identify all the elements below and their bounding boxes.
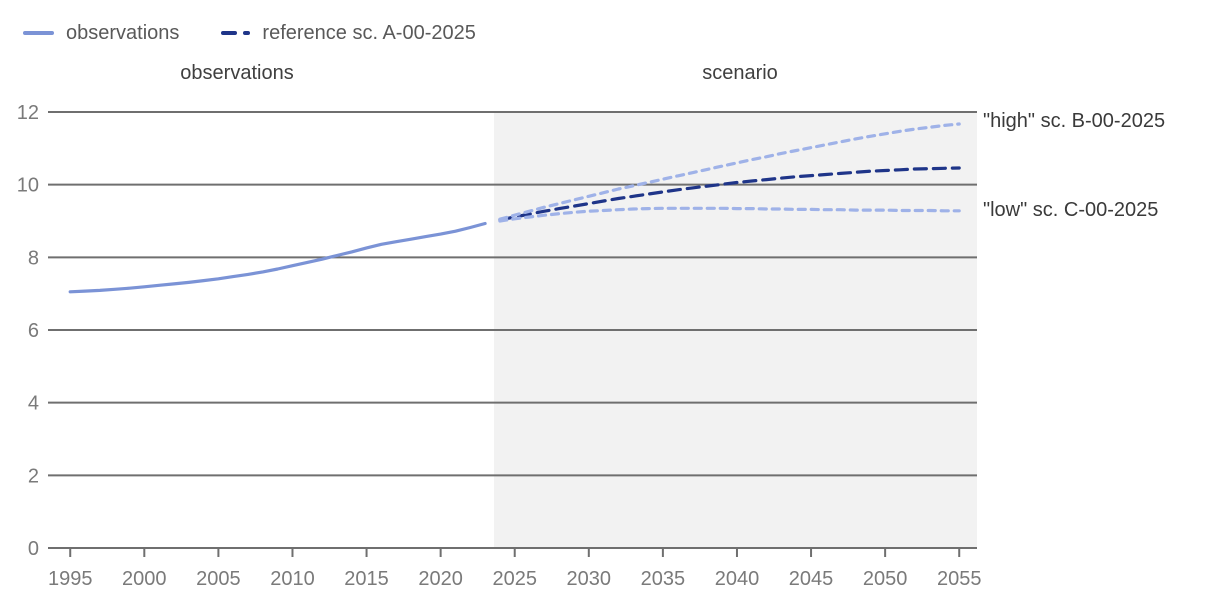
- series-reference-sc-a-00-2025: [498, 166, 961, 222]
- series-observations: [68, 221, 487, 294]
- legend-item-observations: observations: [23, 21, 179, 45]
- annotation-low-scenario: "low" sc. C-00-2025: [983, 199, 1159, 221]
- legend-item-reference: reference sc. A-00-2025: [221, 21, 476, 45]
- x-tick-label: 2040: [715, 568, 760, 590]
- x-tick-label: 2030: [567, 568, 612, 590]
- x-tick-label: 2010: [270, 568, 315, 590]
- series--low-sc-c-00-2025: [498, 206, 961, 223]
- x-tick-label: 2025: [492, 568, 537, 590]
- legend-label-observations: observations: [66, 21, 180, 44]
- x-tick-label: 1995: [48, 568, 93, 590]
- y-tick-label: 4: [28, 393, 39, 415]
- dash-segment: [243, 30, 251, 36]
- x-tick-label: 2005: [196, 568, 241, 590]
- x-tick-label: 2045: [789, 568, 834, 590]
- dashed-line-swatch-icon: [221, 30, 251, 36]
- x-tick-label: 2015: [344, 568, 389, 590]
- annotation-high-scenario: "high" sc. B-00-2025: [983, 110, 1166, 132]
- section-header-scenario: scenario: [702, 62, 778, 84]
- solid-line-swatch-icon: [23, 31, 54, 35]
- y-tick-label: 10: [17, 175, 39, 197]
- x-tick-label: 2000: [122, 568, 167, 590]
- x-tick-label: 2055: [937, 568, 982, 590]
- dash-segment: [221, 30, 238, 36]
- x-tick-label: 2035: [641, 568, 686, 590]
- y-tick-label: 8: [28, 247, 39, 269]
- series--high-sc-b-00-2025: [498, 122, 961, 221]
- y-tick-label: 6: [28, 320, 39, 342]
- y-tick-label: 12: [17, 102, 39, 124]
- y-tick-label: 0: [28, 538, 39, 560]
- legend-label-reference: reference sc. A-00-2025: [262, 21, 476, 44]
- x-tick-label: 2050: [863, 568, 908, 590]
- section-header-observations: observations: [180, 62, 294, 84]
- chart-legend: observations reference sc. A-00-2025: [23, 21, 476, 45]
- x-tick-label: 2020: [418, 568, 463, 590]
- y-tick-label: 2: [28, 465, 39, 487]
